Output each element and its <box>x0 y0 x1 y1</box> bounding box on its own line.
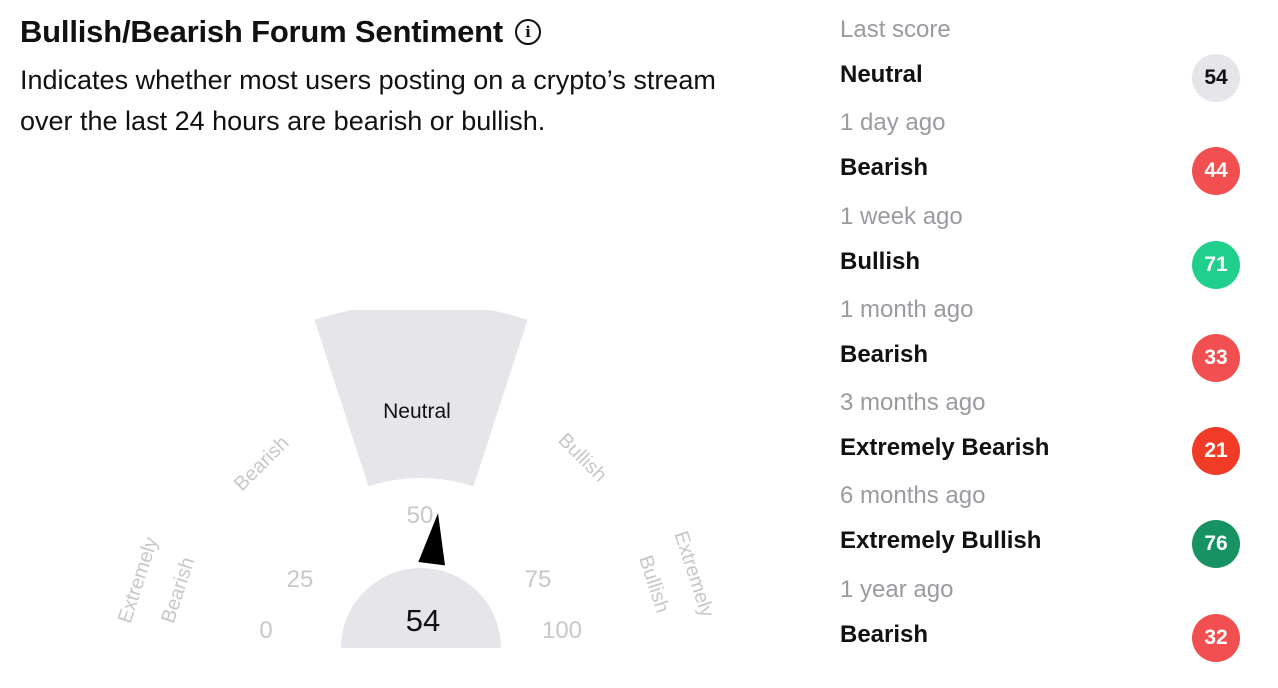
history-label: Extremely Bearish <box>840 434 1050 462</box>
history-item: 1 day ago Bearish 44 <box>840 103 1240 196</box>
gauge-active-label: Neutral <box>383 400 451 423</box>
history-item: 6 months ago Extremely Bullish 76 <box>840 476 1240 569</box>
description-line-2: over the last 24 hours are bearish or bu… <box>20 106 546 136</box>
title-row: Bullish/Bearish Forum Sentiment i <box>20 14 810 50</box>
history-label: Bullish <box>840 247 921 275</box>
history-item: 3 months ago Extremely Bearish 21 <box>840 383 1240 476</box>
history-item: 1 year ago Bearish 32 <box>840 570 1240 663</box>
gauge-tick-100: 100 <box>542 617 582 644</box>
history-score-badge: 71 <box>1192 240 1240 289</box>
gauge-tick-25: 25 <box>287 566 314 593</box>
history-label: Bearish <box>840 620 929 648</box>
gauge-sector-extremely-bearish-2: Bearish <box>157 554 199 625</box>
history-when: 1 week ago <box>840 202 963 230</box>
gauge-sector-extremely-bullish-2: Bullish <box>634 553 673 616</box>
gauge-tick-75: 75 <box>525 566 552 593</box>
gauge-sector-extremely-bearish-1: Extremely <box>114 534 162 625</box>
history-item: 1 month ago Bearish 33 <box>840 290 1240 383</box>
history-label: Neutral <box>840 61 923 88</box>
history-score-badge: 32 <box>1192 613 1240 662</box>
sentiment-gauge: Neutral Bearish Bullish Extremely Bearis… <box>100 310 760 650</box>
history-score-badge: 54 <box>1192 54 1240 102</box>
history-when: 1 month ago <box>840 295 974 323</box>
page-title: Bullish/Bearish Forum Sentiment <box>20 14 503 49</box>
history-when: 6 months ago <box>840 482 986 510</box>
history-item: 1 week ago Bullish 71 <box>840 197 1240 290</box>
gauge-tick-0: 0 <box>259 617 272 644</box>
gauge-sector-bearish: Bearish <box>230 432 294 496</box>
gauge-score: 54 <box>406 603 440 638</box>
info-icon[interactable]: i <box>515 19 541 45</box>
gauge-needle <box>418 513 445 566</box>
history-label: Bearish <box>840 340 929 368</box>
history-score-badge: 21 <box>1192 427 1240 476</box>
description: Indicates whether most users posting on … <box>20 60 810 142</box>
gauge-hub <box>341 568 501 648</box>
gauge-sector-extremely-bullish-1: Extremely <box>670 528 718 619</box>
gauge-active-sector <box>314 310 528 487</box>
history-label: Extremely Bullish <box>840 527 1042 555</box>
history-when: Last score <box>840 16 951 43</box>
history-item: Last score Neutral 54 <box>840 10 1240 103</box>
history-when: 3 months ago <box>840 389 986 417</box>
description-line-1: Indicates whether most users posting on … <box>20 65 716 95</box>
history-label: Bearish <box>840 154 929 182</box>
history-score-badge: 33 <box>1192 333 1240 382</box>
history-when: 1 year ago <box>840 575 954 603</box>
history-score-badge: 44 <box>1192 147 1240 196</box>
sentiment-history: Last score Neutral 54 1 day ago Bearish … <box>840 10 1240 663</box>
sentiment-header: Bullish/Bearish Forum Sentiment i Indica… <box>20 14 810 142</box>
history-score-badge: 76 <box>1192 520 1240 569</box>
gauge-svg: Neutral Bearish Bullish Extremely Bearis… <box>114 310 718 648</box>
gauge-tick-50: 50 <box>407 502 434 529</box>
gauge-sector-bullish: Bullish <box>554 429 611 486</box>
history-when: 1 day ago <box>840 109 946 137</box>
